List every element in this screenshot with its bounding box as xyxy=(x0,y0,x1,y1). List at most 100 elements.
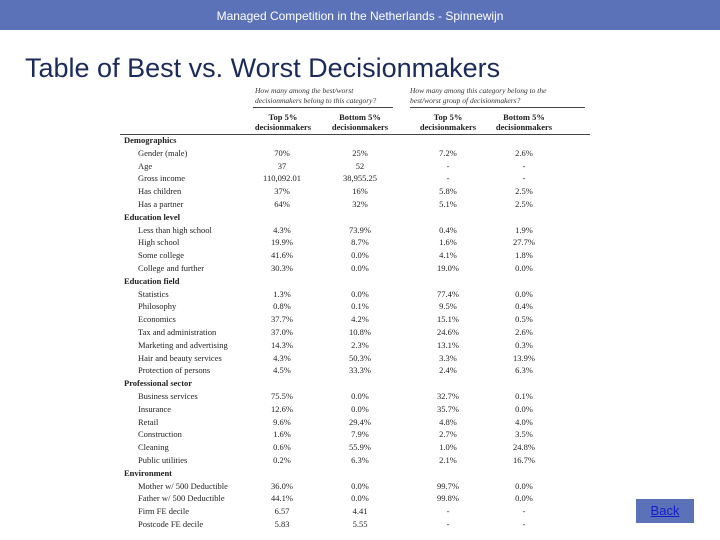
row-label: Age xyxy=(138,160,153,171)
section-heading: Education field xyxy=(120,276,590,289)
row-label: Less than high school xyxy=(138,224,212,235)
slide-title: Table of Best vs. Worst Decisionmakers xyxy=(25,53,501,83)
table-cell: 0.0% xyxy=(515,403,533,414)
table-cell: 55.9% xyxy=(349,442,371,453)
row-label: Education field xyxy=(124,275,180,286)
table-cell: 0.0% xyxy=(351,480,369,491)
results-table: How many among the best/worst decisionma… xyxy=(120,84,590,534)
table-cell: 19.9% xyxy=(271,237,293,248)
table-cell: 0.0% xyxy=(351,391,369,401)
table-row: Gross income 110,092.01 38,955.25 - - xyxy=(120,173,590,186)
table-row: Gender (male) 70% 25% 7.2% 2.6% xyxy=(120,148,590,161)
table-cell: 0.0% xyxy=(351,288,369,299)
table-cell: 0.8% xyxy=(273,301,291,312)
table-cell: 6.3% xyxy=(515,365,533,376)
table-cell: 0.0% xyxy=(515,288,533,299)
table-cell: 110,092.01 xyxy=(263,173,301,184)
question-right: How many among this category belong to t… xyxy=(410,86,547,105)
table-cell: 7.2% xyxy=(439,147,457,158)
table-cell: 0.0% xyxy=(515,493,533,504)
table-cell: - xyxy=(522,506,526,517)
table-row: Economics 37.7% 4.2% 15.1% 0.5% xyxy=(120,314,590,327)
table-cell: 4.0% xyxy=(515,416,533,427)
table-cell: 36.0% xyxy=(271,480,293,491)
table-cell: 35.7% xyxy=(437,403,459,414)
table-cell: 73.9% xyxy=(349,224,371,235)
table-cell: 16% xyxy=(352,186,368,197)
table-cell: 15.1% xyxy=(437,314,459,325)
table-cell: 2.7% xyxy=(439,429,457,440)
section-heading: Education level xyxy=(120,212,590,225)
table-cell: - xyxy=(522,519,526,529)
question-left: How many among the best/worst decisionma… xyxy=(255,86,377,105)
row-label: Gender (male) xyxy=(138,147,188,158)
table-cell: 52 xyxy=(355,160,365,171)
table-cell: 4.1% xyxy=(439,250,457,261)
table-cell: 0.0% xyxy=(351,493,369,504)
table-cell: 1.3% xyxy=(273,288,291,299)
column-header: Top 5% decisionmakers xyxy=(254,112,312,132)
table-cell: 6.57 xyxy=(274,506,290,517)
row-label: Business services xyxy=(138,391,198,401)
row-label: Demographics xyxy=(124,135,177,145)
table-cell: 77.4% xyxy=(437,288,459,299)
table-cell: 4.3% xyxy=(273,352,291,363)
row-label: Hair and beauty services xyxy=(138,352,222,363)
table-row: Retail 9.6% 29.4% 4.8% 4.0% xyxy=(120,417,590,430)
row-label: Environment xyxy=(124,467,173,478)
table-cell: 9.6% xyxy=(273,416,291,427)
table-cell: - xyxy=(522,173,526,184)
table-row: Less than high school 4.3% 73.9% 0.4% 1.9% xyxy=(120,225,590,238)
row-label: Mother w/ 500 Deductible xyxy=(138,480,228,491)
row-label: College and further xyxy=(138,263,205,273)
table-row: Construction 1.6% 7.9% 2.7% 3.5% xyxy=(120,429,590,442)
table-cell: 0.3% xyxy=(515,339,533,350)
table-row: Philosophy 0.8% 0.1% 9.5% 0.4% xyxy=(120,301,590,314)
table-cell: 2.1% xyxy=(439,455,457,465)
table-cell: - xyxy=(522,160,526,171)
table-cell: 1.6% xyxy=(439,237,457,248)
header-rule-left xyxy=(253,107,393,108)
row-label: Retail xyxy=(138,416,159,427)
table-cell: 13.1% xyxy=(437,339,459,350)
table-cell: - xyxy=(446,160,450,171)
table-row: Has children 37% 16% 5.8% 2.5% xyxy=(120,186,590,199)
table-cell: 2.6% xyxy=(515,147,533,158)
table-row: High school 19.9% 8.7% 1.6% 27.7% xyxy=(120,237,590,250)
table-cell: 27.7% xyxy=(513,237,535,248)
table-row: Cleaning 0.6% 55.9% 1.0% 24.8% xyxy=(120,442,590,455)
table-cell: 0.1% xyxy=(515,391,533,401)
table-cell: 0.0% xyxy=(351,250,369,261)
section-heading: Environment xyxy=(120,468,590,481)
table-cell: 32.7% xyxy=(437,391,459,401)
table-cell: 0.0% xyxy=(515,263,533,273)
section-heading: Demographics xyxy=(120,135,590,148)
back-link[interactable]: Back xyxy=(636,499,694,523)
table-cell: 24.8% xyxy=(513,442,535,453)
row-label: Public utilities xyxy=(138,455,188,465)
table-row: Marketing and advertising 14.3% 2.3% 13.1% 0… xyxy=(120,340,590,353)
row-label: Education level xyxy=(124,211,180,222)
table-cell: 99.7% xyxy=(437,480,459,491)
table-cell: 5.55 xyxy=(352,519,368,529)
table-row: Public utilities 0.2% 6.3% 2.1% 16.7% xyxy=(120,455,590,468)
row-label: Cleaning xyxy=(138,442,169,453)
table-cell: 37 xyxy=(277,160,287,171)
table-row: Some college 41.6% 0.0% 4.1% 1.8% xyxy=(120,250,590,263)
row-label: Postcode FE decile xyxy=(138,519,204,529)
table-cell: 70% xyxy=(274,147,290,158)
table-cell: 9.5% xyxy=(439,301,457,312)
table-row: Hair and beauty services 4.3% 50.3% 3.3% 13.… xyxy=(120,353,590,366)
table-cell: 32% xyxy=(352,199,368,209)
table-row: Protection of persons 4.5% 33.3% 2.4% 6.3% xyxy=(120,365,590,378)
row-label: Some college xyxy=(138,250,185,261)
table-cell: 1.6% xyxy=(273,429,291,440)
column-header: Bottom 5% decisionmakers xyxy=(495,112,553,132)
row-label: Father w/ 500 Deductible xyxy=(138,493,225,504)
row-label: High school xyxy=(138,237,180,248)
table-cell: 37% xyxy=(274,186,290,197)
table-row: Mother w/ 500 Deductible 36.0% 0.0% 99.7% 0.… xyxy=(120,481,590,494)
table-rule xyxy=(120,134,590,135)
table-cell: 4.2% xyxy=(351,314,369,325)
table-cell: 2.5% xyxy=(515,186,533,197)
